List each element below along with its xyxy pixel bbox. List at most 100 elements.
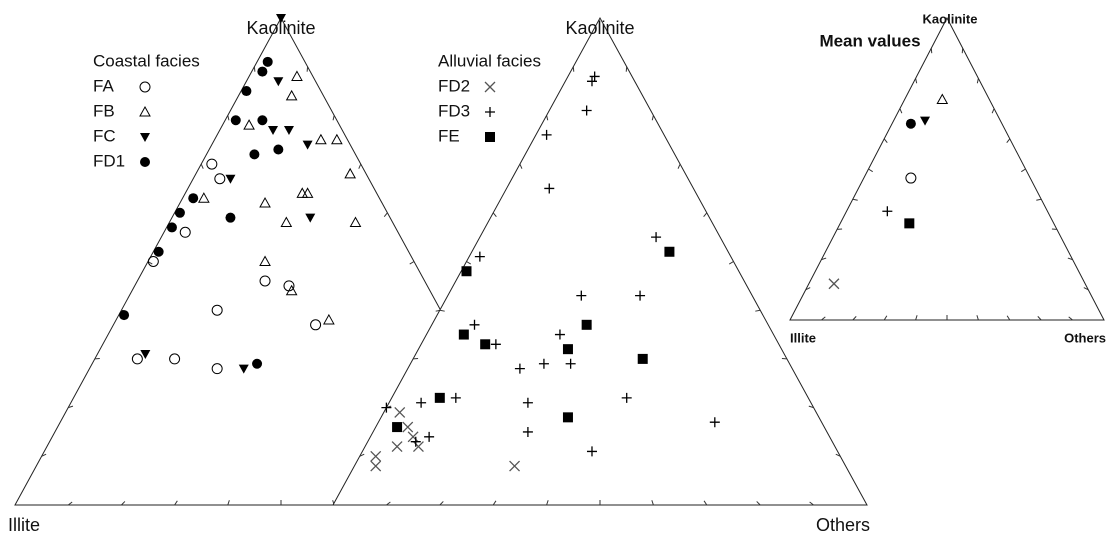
marker xyxy=(469,319,480,330)
marker xyxy=(241,86,252,97)
tick-mark xyxy=(174,500,178,506)
marker xyxy=(268,126,279,136)
marker xyxy=(410,436,421,447)
tick-mark xyxy=(358,163,362,169)
marker xyxy=(315,133,327,145)
marker xyxy=(285,284,298,296)
axis-label: Illite xyxy=(8,515,40,535)
marker xyxy=(905,172,917,184)
marker xyxy=(225,212,236,223)
marker xyxy=(331,133,343,145)
marker xyxy=(140,350,151,360)
tick-mark xyxy=(899,108,903,114)
marker xyxy=(474,251,485,262)
marker xyxy=(562,344,573,355)
marker xyxy=(243,119,255,130)
tick-mark xyxy=(728,261,734,265)
marker xyxy=(323,313,335,325)
marker xyxy=(249,149,260,160)
legend-label: FC xyxy=(93,126,116,145)
marker xyxy=(273,77,284,87)
marker xyxy=(562,412,573,423)
marker xyxy=(554,329,565,340)
legend-marker xyxy=(484,81,496,93)
tick-mark xyxy=(1006,138,1011,144)
marker xyxy=(206,158,218,170)
tick-mark xyxy=(808,405,814,409)
marker xyxy=(394,407,406,418)
tick-mark xyxy=(1067,257,1073,261)
marker xyxy=(310,319,322,331)
marker xyxy=(230,115,241,126)
legend-label: FA xyxy=(93,76,114,95)
marker xyxy=(920,116,931,126)
marker xyxy=(198,192,210,203)
legend-marker xyxy=(485,132,495,142)
marker xyxy=(370,450,382,462)
axis-label: Illite xyxy=(790,330,816,345)
marker xyxy=(257,66,268,77)
tick-mark xyxy=(651,115,654,121)
marker xyxy=(904,218,915,229)
tick-mark xyxy=(68,405,74,409)
tick-mark xyxy=(1068,316,1073,321)
marker xyxy=(391,441,403,453)
triangle xyxy=(789,16,1105,321)
marker xyxy=(119,310,130,321)
tick-mark xyxy=(227,115,230,121)
tick-mark xyxy=(915,78,918,84)
tick-mark xyxy=(852,316,857,321)
marker xyxy=(285,89,298,101)
marker xyxy=(709,417,720,428)
tick-mark xyxy=(883,315,888,321)
tick-mark xyxy=(227,500,230,506)
marker xyxy=(344,167,357,179)
marker xyxy=(589,71,600,82)
marker xyxy=(424,431,435,442)
tick-mark xyxy=(821,257,827,261)
marker xyxy=(225,174,236,184)
tick-mark xyxy=(703,212,708,217)
tick-mark xyxy=(439,309,445,312)
marker xyxy=(131,353,143,365)
tick-mark xyxy=(1021,168,1026,173)
marker xyxy=(416,397,427,408)
legend-marker xyxy=(140,157,150,167)
axis-label: Kaolinite xyxy=(923,11,978,26)
marker xyxy=(211,304,223,316)
tick-mark xyxy=(976,78,979,84)
marker xyxy=(273,144,284,155)
tick-mark xyxy=(200,163,204,169)
marker xyxy=(541,129,552,140)
legend-marker xyxy=(485,107,495,117)
tick-mark xyxy=(1006,315,1011,321)
axis-label: Others xyxy=(816,515,870,535)
marker xyxy=(450,392,461,403)
marker xyxy=(381,402,392,413)
tick-mark xyxy=(835,453,841,457)
legend-label: FB xyxy=(93,101,115,120)
tick-mark xyxy=(409,261,415,265)
tick-mark xyxy=(883,138,888,144)
tick-mark xyxy=(1036,198,1042,201)
marker xyxy=(147,256,159,267)
tick-mark xyxy=(41,453,47,457)
marker xyxy=(349,216,362,228)
legend-marker xyxy=(140,133,150,142)
marker xyxy=(509,460,521,472)
tick-mark xyxy=(439,501,444,506)
tick-mark xyxy=(383,212,388,217)
marker xyxy=(635,290,646,301)
tick-mark xyxy=(651,500,654,506)
tick-mark xyxy=(1037,316,1042,321)
marker xyxy=(370,460,382,472)
marker xyxy=(565,358,576,369)
marker xyxy=(905,118,916,129)
marker xyxy=(283,126,294,136)
marker xyxy=(259,275,271,287)
marker xyxy=(259,197,271,208)
marker xyxy=(407,431,419,443)
tick-mark xyxy=(677,163,681,169)
marker xyxy=(664,246,675,257)
